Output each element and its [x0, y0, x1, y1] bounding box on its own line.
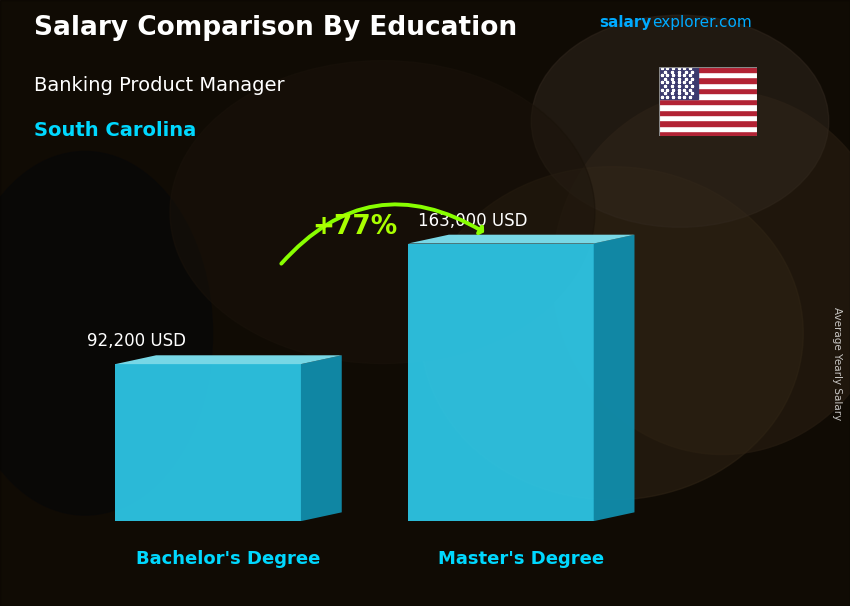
Bar: [659, 115, 756, 120]
Text: Banking Product Manager: Banking Product Manager: [34, 76, 285, 95]
Text: South Carolina: South Carolina: [34, 121, 196, 140]
Bar: [659, 67, 698, 99]
Text: 163,000 USD: 163,000 USD: [417, 212, 527, 230]
Bar: [659, 120, 756, 125]
Polygon shape: [301, 355, 342, 521]
Text: salary: salary: [599, 15, 652, 30]
Polygon shape: [593, 235, 634, 521]
Ellipse shape: [170, 61, 595, 364]
Polygon shape: [408, 235, 634, 244]
Bar: [659, 93, 756, 99]
Bar: [659, 67, 756, 72]
Bar: [659, 88, 756, 93]
Bar: [659, 99, 756, 104]
Bar: [659, 110, 756, 115]
Bar: [659, 72, 756, 78]
Bar: [659, 131, 756, 136]
Text: Bachelor's Degree: Bachelor's Degree: [136, 550, 320, 568]
Ellipse shape: [531, 15, 829, 227]
Text: 92,200 USD: 92,200 USD: [88, 332, 186, 350]
Ellipse shape: [552, 91, 850, 454]
Ellipse shape: [0, 152, 212, 515]
Bar: [659, 125, 756, 131]
Text: explorer.com: explorer.com: [652, 15, 751, 30]
Polygon shape: [116, 355, 342, 364]
Bar: [408, 244, 593, 521]
Bar: [659, 104, 756, 110]
Bar: [659, 83, 756, 88]
Bar: [659, 78, 756, 83]
Ellipse shape: [421, 167, 803, 500]
Bar: [116, 364, 301, 521]
Text: Salary Comparison By Education: Salary Comparison By Education: [34, 15, 517, 41]
Text: +77%: +77%: [312, 214, 397, 240]
Text: Average Yearly Salary: Average Yearly Salary: [832, 307, 842, 420]
Text: Master's Degree: Master's Degree: [439, 550, 604, 568]
